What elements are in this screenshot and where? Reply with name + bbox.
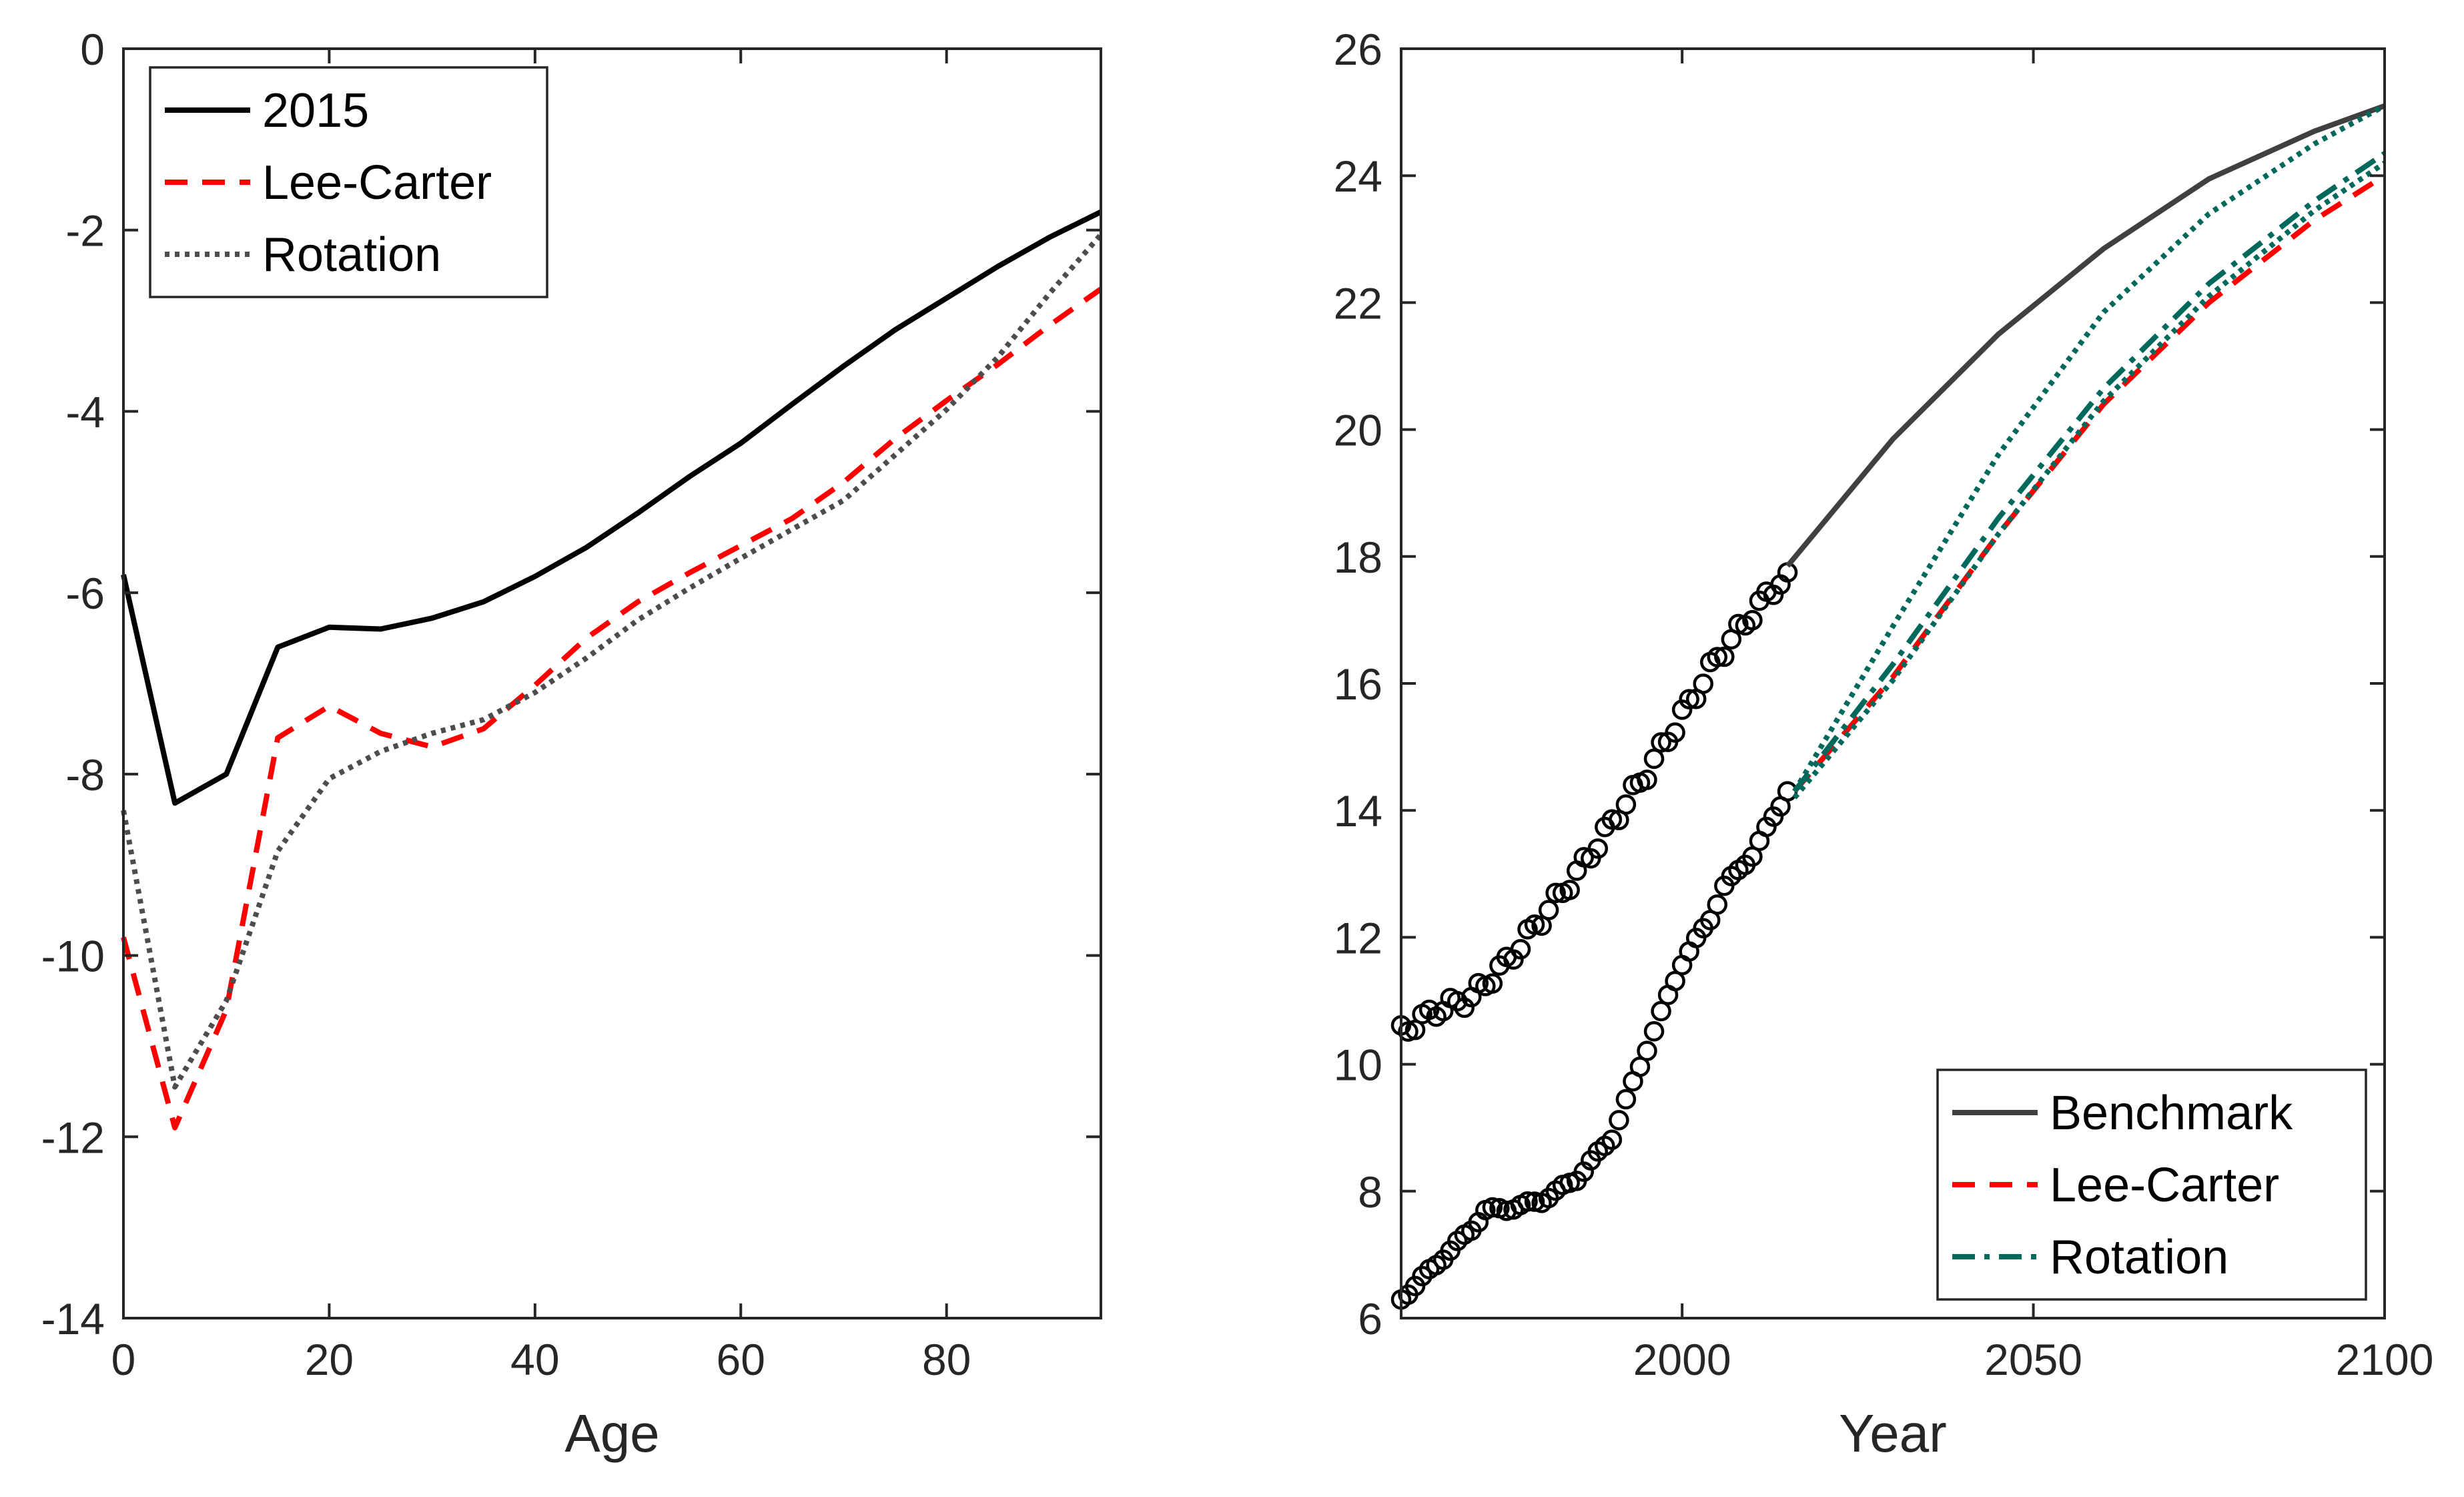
observed-point-lower [1517,1191,1538,1212]
y-tick-label: 18 [1334,533,1382,582]
observed-point-upper [1587,838,1609,859]
observed-point-upper [1742,610,1763,631]
observed-point-upper [1601,809,1623,830]
left-chart-panel: 0 20 40 60 80 0 -2 -4 -6 -8 -10 -12 -14 Age 2015 Lee-Ca… [41,25,1104,1463]
observed-point-lower [1637,1040,1657,1061]
x-tick-label: 60 [717,1335,765,1384]
y-tick-label: 26 [1334,25,1382,74]
observed-point-upper [1643,748,1665,770]
series-line-rotation [1792,151,2387,794]
observed-point-lower [1777,781,1798,802]
observed-point-upper [1714,646,1735,667]
observed-point-upper [1651,732,1671,753]
observed-point-upper [1538,900,1559,920]
legend-label: Benchmark [2050,1087,2293,1140]
y-tick-label: -2 [65,206,105,256]
observed-point-lower [1651,1000,1671,1022]
y-tick-label: 16 [1334,659,1382,709]
observed-point-upper [1637,770,1657,790]
observed-point-upper [1665,722,1685,743]
observed-point-lower [1643,1021,1665,1042]
y-tick-label: 0 [80,25,105,74]
legend-label: Lee-Carter [2050,1159,2279,1212]
y-tick-label: -8 [65,750,105,800]
legend-label: Lee-Carter [262,156,492,210]
observed-point-upper [1510,939,1531,960]
observed-point-upper [1545,882,1566,904]
series-line-rotation-upper-band [1792,103,2386,793]
observed-point-upper [1524,914,1545,935]
series-line-lee-carter [121,286,1103,1131]
observed-point-lower [1524,1191,1545,1212]
x-tick-label: 2000 [1633,1335,1731,1384]
y-tick-label: 10 [1334,1040,1382,1090]
x-axis-label: Age [564,1404,659,1463]
observed-point-upper [1615,794,1637,815]
observed-point-upper [1679,689,1699,709]
y-tick-label: -12 [41,1113,105,1162]
axes-frame [122,47,1102,1319]
x-tick-label: 20 [305,1335,354,1384]
y-tick-label: -6 [65,569,105,618]
y-tick-label: -10 [41,932,105,981]
series-line-rotation [121,232,1104,1090]
series-line-2015 [121,209,1102,806]
observed-point-lower [1763,806,1784,827]
series-line-benchmark [1785,103,2386,568]
observed-point-upper [1559,880,1580,900]
observed-point-lower [1609,1110,1629,1131]
legend: 2015 Lee-Carter Rotation [149,66,548,298]
x-tick-label: 2050 [1984,1335,2082,1384]
y-tick-label: 22 [1334,278,1382,328]
observed-point-upper [1707,647,1728,667]
right-chart-panel: 2000 2050 2100 6 8 10 12 14 16 18 20 22 24 26 Year Benc… [1334,25,2434,1463]
observed-point-lower [1615,1089,1637,1110]
x-tick-label: 80 [922,1335,971,1384]
series-line-lee-carter [1792,173,2387,794]
observed-point-lower [1707,894,1728,915]
y-tick-label: 6 [1358,1294,1382,1343]
x-tick-label: 2100 [2336,1335,2434,1384]
y-tick-label: -14 [41,1294,105,1343]
legend-label: Rotation [262,228,441,282]
y-tick-label: 24 [1334,152,1382,201]
y-tick-label: -4 [65,387,105,436]
observed-point-lower [1482,1197,1503,1218]
x-tick-label: 40 [510,1335,559,1384]
observed-point-lower [1601,1129,1623,1150]
y-tick-label: 12 [1334,913,1382,962]
observed-point-upper [1693,673,1713,694]
legend-label: Rotation [2050,1231,2228,1284]
y-tick-label: 14 [1334,786,1382,836]
y-tick-label: 8 [1358,1167,1382,1217]
series-line-rotation-lower-band [1792,160,2387,800]
x-axis-label: Year [1839,1404,1947,1463]
observed-point-upper [1482,973,1503,994]
y-tick-label: 20 [1334,406,1382,455]
x-tick-label: 0 [111,1335,136,1384]
legend-label: 2015 [262,84,369,137]
legend: Benchmark Lee-Carter Rotation [1936,1069,2367,1301]
